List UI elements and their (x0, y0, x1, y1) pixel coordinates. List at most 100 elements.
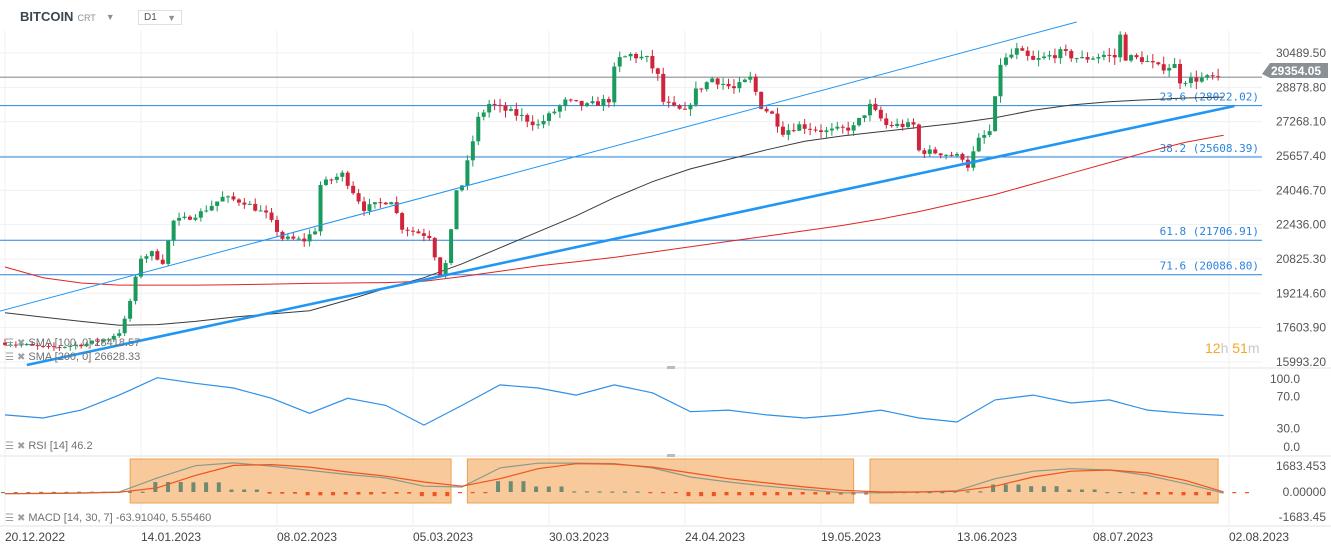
macd-histogram-bar (483, 492, 488, 494)
candle (318, 181, 323, 236)
x-tick-label: 20.12.2022 (5, 530, 65, 544)
candle-body (1031, 55, 1036, 60)
candle (786, 123, 791, 141)
candle-body (1156, 62, 1161, 65)
candle (133, 274, 138, 305)
macd-histogram-bar (127, 491, 132, 493)
candle (187, 215, 192, 221)
settings-menu-icon[interactable]: ☰ (5, 337, 14, 349)
candle (819, 124, 823, 139)
timeframe-value: D1 (144, 12, 157, 23)
candle-body (313, 231, 318, 235)
candle (601, 94, 606, 112)
macd-histogram-bar (343, 492, 348, 495)
close-icon[interactable]: ✖ (16, 512, 26, 524)
macd-tick-label: -1683.45 (1279, 510, 1327, 524)
candle-body (574, 100, 579, 102)
candle (829, 122, 834, 136)
candle-body (302, 238, 307, 242)
timeframe-select[interactable]: D1 ▼ (138, 10, 182, 25)
close-icon[interactable]: ✖ (16, 440, 26, 452)
candle (878, 106, 883, 122)
candle (557, 104, 562, 119)
indicators (1, 377, 1249, 497)
candle (193, 214, 198, 222)
candle-body (824, 130, 829, 133)
candle (503, 101, 508, 118)
macd-histogram-bar (166, 482, 171, 492)
settings-menu-icon[interactable]: ☰ (5, 351, 14, 363)
macd-histogram-bar (775, 492, 780, 496)
candle-body (1150, 61, 1155, 63)
symbol-selector[interactable]: BITCOIN CRT ▼ (20, 9, 115, 24)
candle (372, 202, 377, 209)
panel-resize-handle[interactable] (667, 454, 675, 457)
candle-body (639, 56, 644, 59)
last-price-label: 29354.05 (1271, 64, 1321, 78)
candle (563, 97, 568, 111)
x-tick-label: 05.03.2023 (413, 530, 473, 544)
candle (285, 233, 290, 241)
candle (421, 228, 426, 242)
panel-resize-handle[interactable] (667, 366, 675, 369)
legend-sma100-text: SMA [100, 0] 28418.57 (28, 337, 141, 349)
candle-body (840, 126, 845, 128)
candle (68, 344, 73, 351)
candle-body (742, 79, 747, 83)
candle (378, 197, 383, 209)
candle-body (68, 345, 73, 347)
macd-histogram-bar (267, 492, 272, 494)
candle-body (1063, 49, 1068, 51)
candle (688, 102, 693, 116)
macd-histogram-bar (1105, 492, 1110, 494)
candle-body (30, 343, 35, 346)
candle-body (933, 149, 938, 154)
candle (1183, 80, 1188, 87)
candle-body (432, 238, 437, 258)
candle-body (122, 318, 127, 334)
candle-body (775, 113, 780, 127)
trendline-thick[interactable] (26, 104, 1235, 367)
candle-body (1107, 54, 1112, 56)
sma200-line (4, 134, 1224, 286)
trendline-thin[interactable] (0, 21, 1077, 320)
close-icon[interactable]: ✖ (16, 351, 26, 363)
chevron-down-icon[interactable]: ▼ (105, 11, 115, 22)
settings-menu-icon[interactable]: ☰ (5, 512, 14, 524)
candle-body (449, 229, 454, 264)
candle-body (770, 111, 775, 114)
candle-body (215, 201, 220, 206)
macd-histogram-bar (216, 482, 221, 492)
candle (1199, 72, 1204, 83)
close-icon[interactable]: ✖ (16, 337, 26, 349)
last-price-marker: 29354.05 (1262, 63, 1328, 78)
macd-histogram-bar (1041, 486, 1046, 492)
macd-histogram-bar (800, 492, 805, 495)
candle-body (438, 257, 443, 277)
candle-body (1091, 58, 1095, 60)
candle (911, 118, 916, 129)
candle (492, 99, 497, 111)
candles (3, 31, 1221, 351)
candle (748, 71, 753, 83)
settings-menu-icon[interactable]: ☰ (5, 440, 14, 452)
moving-averages (4, 96, 1224, 326)
candle (487, 99, 492, 118)
candle (683, 101, 687, 110)
candle-body (498, 104, 503, 106)
candle (1178, 59, 1183, 90)
candle (1003, 53, 1008, 67)
trendlines[interactable] (0, 21, 1235, 367)
candle-body (927, 149, 932, 154)
candle-body (780, 126, 785, 135)
candle (19, 341, 24, 348)
candle (291, 232, 296, 241)
macd-histogram-bar (356, 492, 361, 495)
candle-body (835, 126, 840, 129)
candle-body (383, 202, 388, 205)
candle (1194, 70, 1199, 90)
candle-body (1172, 63, 1177, 68)
macd-histogram-bar (496, 481, 501, 492)
macd-histogram-bar (927, 492, 932, 494)
